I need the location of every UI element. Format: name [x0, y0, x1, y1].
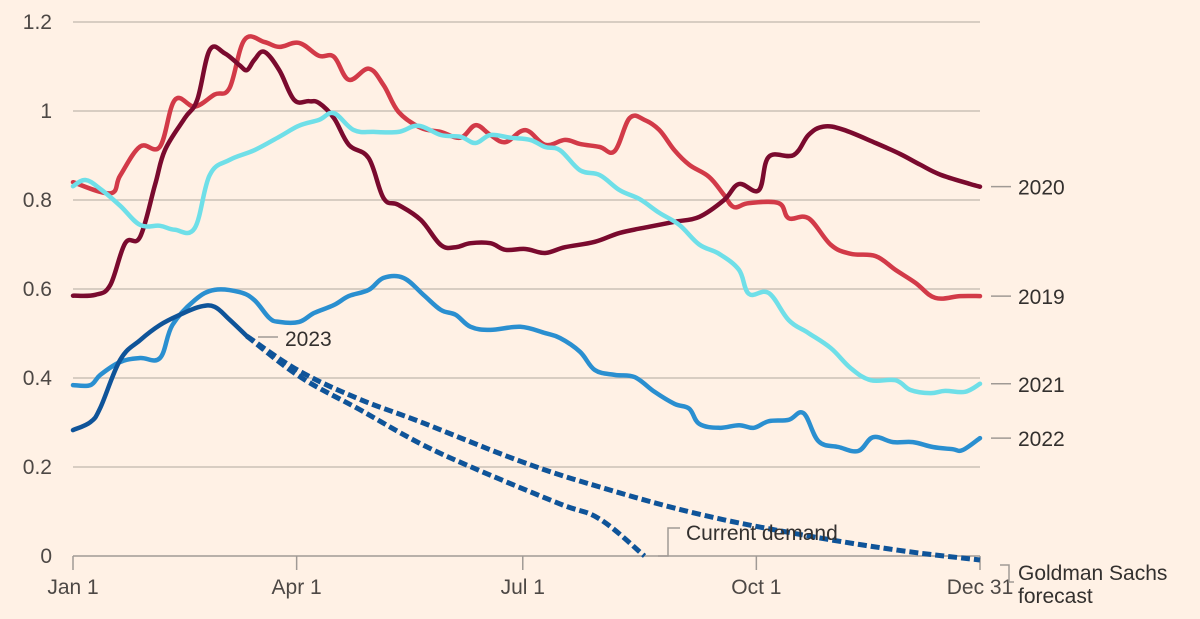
x-tick-label: Jan 1	[47, 576, 98, 599]
y-tick-label: 0.6	[23, 278, 52, 301]
series-line-2021	[70, 110, 983, 396]
series-label-2020: 2020	[1018, 177, 1065, 200]
y-tick-label: 0.4	[23, 367, 53, 390]
series-label-2019: 2019	[1018, 286, 1065, 309]
annotation-current-demand-label: Current demand	[686, 522, 838, 545]
x-axis: Jan 1 Apr 1 Jul 1 Oct 1 Dec 31	[47, 555, 1014, 599]
series-line-2020	[70, 44, 983, 299]
y-tick-label: 0	[40, 545, 52, 568]
y-tick-label: 1.2	[23, 11, 52, 34]
x-tick-label: Dec 31	[947, 576, 1014, 599]
series-line-2023	[70, 303, 250, 433]
series-line-current-demand	[245, 334, 647, 558]
annotation-current-demand-leader	[658, 527, 680, 557]
x-tick-label: Jul 1	[501, 576, 545, 599]
series-label-2022: 2022	[1018, 428, 1065, 451]
series-line-2019	[70, 34, 983, 301]
series-line-goldman-sachs-forecast	[245, 334, 981, 563]
y-tick-label: 1	[40, 100, 52, 123]
y-tick-label: 0.8	[23, 189, 52, 212]
series-line-2022	[70, 273, 983, 454]
x-tick-label: Oct 1	[731, 576, 781, 599]
series-end-labels: 2019 2020 2021 2022	[258, 177, 1065, 583]
series-label-2021: 2021	[1018, 374, 1065, 397]
annotation-2023-label: 2023	[285, 328, 332, 351]
x-tick-label: Apr 1	[272, 576, 322, 599]
gridlines	[73, 21, 980, 468]
annotation-goldman-sachs-leader	[1000, 564, 1014, 583]
series-lines	[70, 34, 983, 563]
y-tick-label: 0.2	[23, 456, 52, 479]
y-axis-tick-labels: 0 0.2 0.4 0.6 0.8 1 1.2	[23, 11, 53, 568]
annotation-goldman-sachs-label-line1: Goldman Sachs	[1018, 562, 1167, 585]
annotation-goldman-sachs-label-line2: forecast	[1018, 585, 1093, 608]
